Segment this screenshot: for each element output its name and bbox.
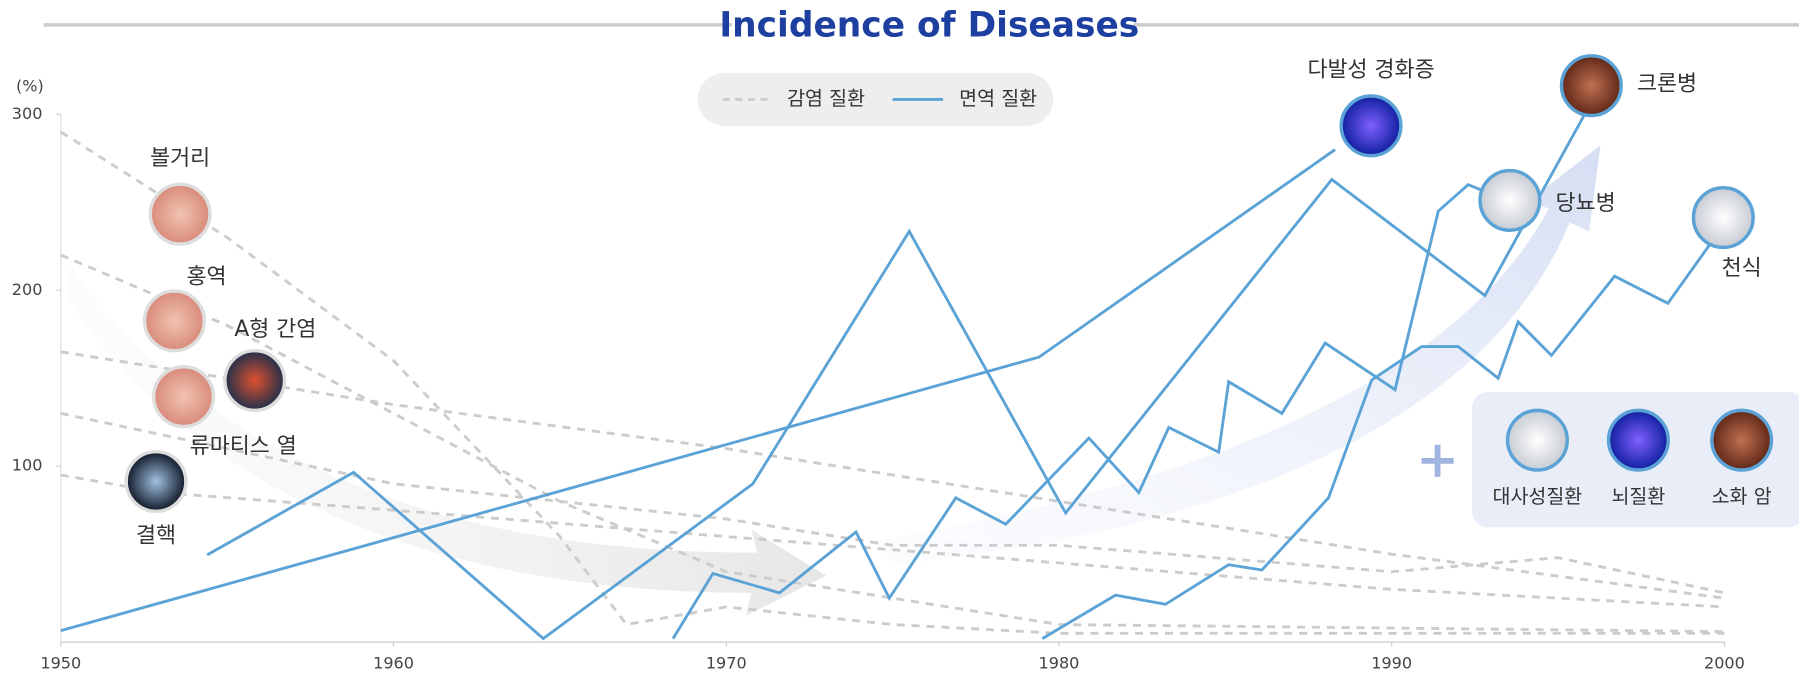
annotation: 결핵 bbox=[136, 524, 176, 549]
infection-line bbox=[60, 412, 1725, 595]
disease-icon bbox=[1691, 186, 1755, 250]
x-tick-label: 1950 bbox=[40, 653, 81, 672]
disease-icon bbox=[1606, 408, 1670, 472]
other-disease-label: 뇌질환 bbox=[1611, 485, 1665, 508]
x-tick-label: 2000 bbox=[1704, 653, 1745, 672]
disease-icon bbox=[124, 449, 188, 514]
disease-icon bbox=[1339, 94, 1403, 158]
annotation: A형 간염 bbox=[234, 317, 316, 342]
x-tick-label: 1980 bbox=[1039, 653, 1080, 672]
disease-icon bbox=[1505, 408, 1569, 472]
disease-icon bbox=[152, 365, 216, 429]
y-unit: (%) bbox=[16, 76, 44, 95]
legend-label: 면역 질환 bbox=[959, 87, 1037, 110]
y-tick-label: 300 bbox=[12, 104, 43, 123]
disease-icon bbox=[223, 348, 287, 413]
disease-icon bbox=[142, 289, 206, 353]
annotation: 홍역 bbox=[186, 264, 226, 289]
x-tick-label: 1970 bbox=[706, 653, 747, 672]
immune-line bbox=[1041, 241, 1713, 640]
y-tick-label: 200 bbox=[12, 280, 43, 299]
x-tick-label: 1990 bbox=[1371, 653, 1412, 672]
immune-line bbox=[60, 148, 1336, 633]
other-disease-label: 소화 암 bbox=[1712, 485, 1772, 508]
disease-icon bbox=[1559, 54, 1623, 118]
disease-icon bbox=[1710, 408, 1774, 472]
x-tick-label: 1960 bbox=[373, 653, 414, 672]
other-disease-label: 대사성질환 bbox=[1493, 485, 1583, 508]
annotation: 다발성 경화증 bbox=[1307, 58, 1434, 83]
disease-icon bbox=[148, 182, 212, 246]
annotation: 천식 bbox=[1722, 256, 1762, 281]
annotation: 볼거리 bbox=[150, 146, 210, 171]
chart-title: Incidence of Diseases bbox=[719, 6, 1139, 46]
immune-line bbox=[206, 113, 1586, 641]
infection-line bbox=[60, 130, 1725, 635]
annotation: 크론병 bbox=[1637, 72, 1697, 97]
infection-line bbox=[60, 253, 1725, 633]
annotation: 당뇨병 bbox=[1556, 191, 1616, 216]
legend-label: 감염 질환 bbox=[787, 87, 865, 110]
disease-icon bbox=[1478, 168, 1542, 232]
y-tick-label: 100 bbox=[12, 456, 43, 475]
annotation: 류마티스 열 bbox=[190, 434, 297, 459]
